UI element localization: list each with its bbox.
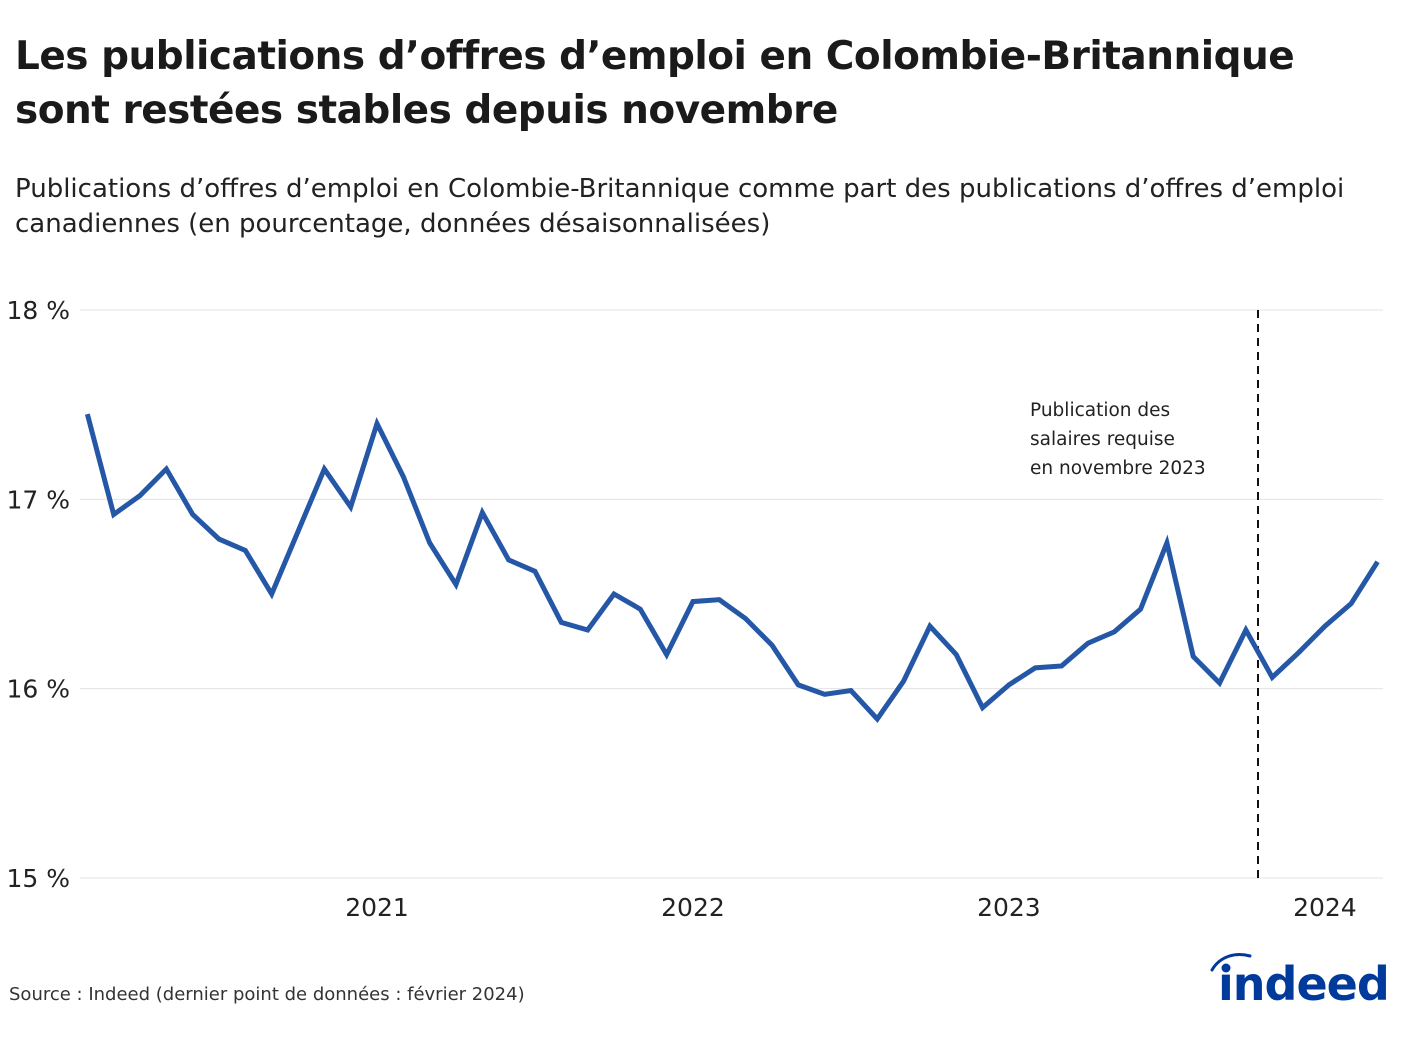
x-tick-label: 2024 xyxy=(1293,893,1357,922)
indeed-logo-graphic: ındeed xyxy=(1210,953,1390,1006)
annotation-text: Publication des salaires requise en nove… xyxy=(1030,396,1206,483)
chart-subtitle: Publications d’offres d’emploi en Colomb… xyxy=(15,174,1345,239)
source-note: Source : Indeed (dernier point de donnée… xyxy=(9,984,525,1005)
y-tick-label: 17 % xyxy=(6,485,70,514)
y-tick-label: 16 % xyxy=(6,675,70,704)
svg-text:ındeed: ındeed xyxy=(1218,957,1389,1006)
y-tick-label: 18 % xyxy=(6,296,70,325)
x-tick-label: 2022 xyxy=(661,893,725,922)
x-tick-label: 2023 xyxy=(977,893,1041,922)
y-tick-label: 15 % xyxy=(6,864,70,893)
annotation-line-1: Publication des xyxy=(1030,400,1171,421)
annotation-line-3: en novembre 2023 xyxy=(1030,458,1206,479)
chart-title: Les publications d’offres d’emploi en Co… xyxy=(15,34,1295,133)
x-tick-label: 2021 xyxy=(345,893,409,922)
annotation-line-2: salaires requise xyxy=(1030,429,1175,450)
series-line xyxy=(84,413,1380,723)
